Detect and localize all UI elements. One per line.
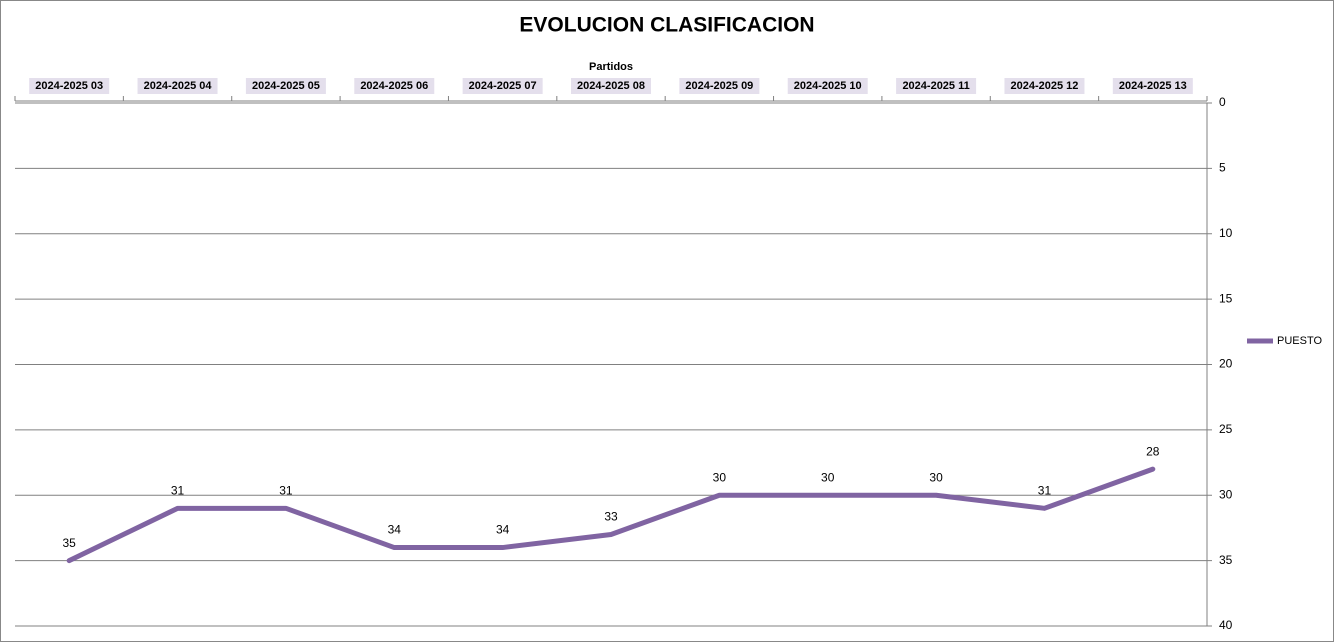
data-label: 34 [496, 523, 510, 537]
x-tick-label-bg [1112, 78, 1193, 94]
x-tick-label: 2024-2025 13 [1119, 80, 1187, 92]
x-tick-label: 2024-2025 07 [469, 80, 537, 92]
x-tick-label: 2024-2025 05 [252, 80, 320, 92]
y-tick-label: 20 [1219, 357, 1233, 371]
data-label: 31 [279, 483, 293, 497]
data-label: 30 [929, 470, 943, 484]
x-tick-label: 2024-2025 12 [1011, 80, 1079, 92]
x-tick-label: 2024-2025 04 [144, 80, 213, 92]
legend-label: PUESTO [1277, 335, 1322, 347]
y-tick-label: 15 [1219, 291, 1233, 305]
x-tick-label-bg [679, 78, 760, 94]
x-tick-label-bg [462, 78, 543, 94]
x-tick-label: 2024-2025 09 [685, 80, 753, 92]
y-tick-label: 5 [1219, 161, 1226, 175]
chart-title: EVOLUCION CLASIFICACION [519, 14, 814, 37]
x-tick-label: 2024-2025 03 [35, 80, 103, 92]
x-tick-label-bg [137, 78, 218, 94]
y-tick-label: 35 [1219, 553, 1233, 567]
x-tick-label-bg [787, 78, 868, 94]
x-tick-label: 2024-2025 10 [794, 80, 862, 92]
y-tick-label: 30 [1219, 487, 1233, 501]
data-label: 30 [713, 470, 727, 484]
data-label: 30 [821, 470, 835, 484]
x-tick-label: 2024-2025 06 [360, 80, 428, 92]
x-tick-label-bg [1004, 78, 1085, 94]
x-tick-label: 2024-2025 11 [902, 80, 969, 92]
data-label: 35 [63, 536, 77, 550]
data-label: 33 [604, 510, 618, 524]
x-tick-label-bg [896, 78, 977, 94]
data-label: 34 [388, 523, 402, 537]
data-label: 28 [1146, 444, 1160, 458]
x-tick-label-bg [245, 78, 326, 94]
x-tick-label-bg [571, 78, 651, 94]
series-line [66, 466, 1156, 564]
x-tick-label-bg [29, 78, 110, 94]
y-tick-label: 40 [1219, 618, 1233, 632]
y-tick-label: 25 [1219, 422, 1233, 436]
data-label: 31 [171, 483, 185, 497]
y-tick-label: 0 [1219, 95, 1226, 109]
x-tick-label: 2024-2025 08 [577, 80, 645, 92]
data-label: 31 [1038, 483, 1052, 497]
y-tick-label: 10 [1219, 226, 1233, 240]
x-tick-label-bg [354, 78, 435, 94]
x-axis-title: Partidos [589, 61, 633, 73]
